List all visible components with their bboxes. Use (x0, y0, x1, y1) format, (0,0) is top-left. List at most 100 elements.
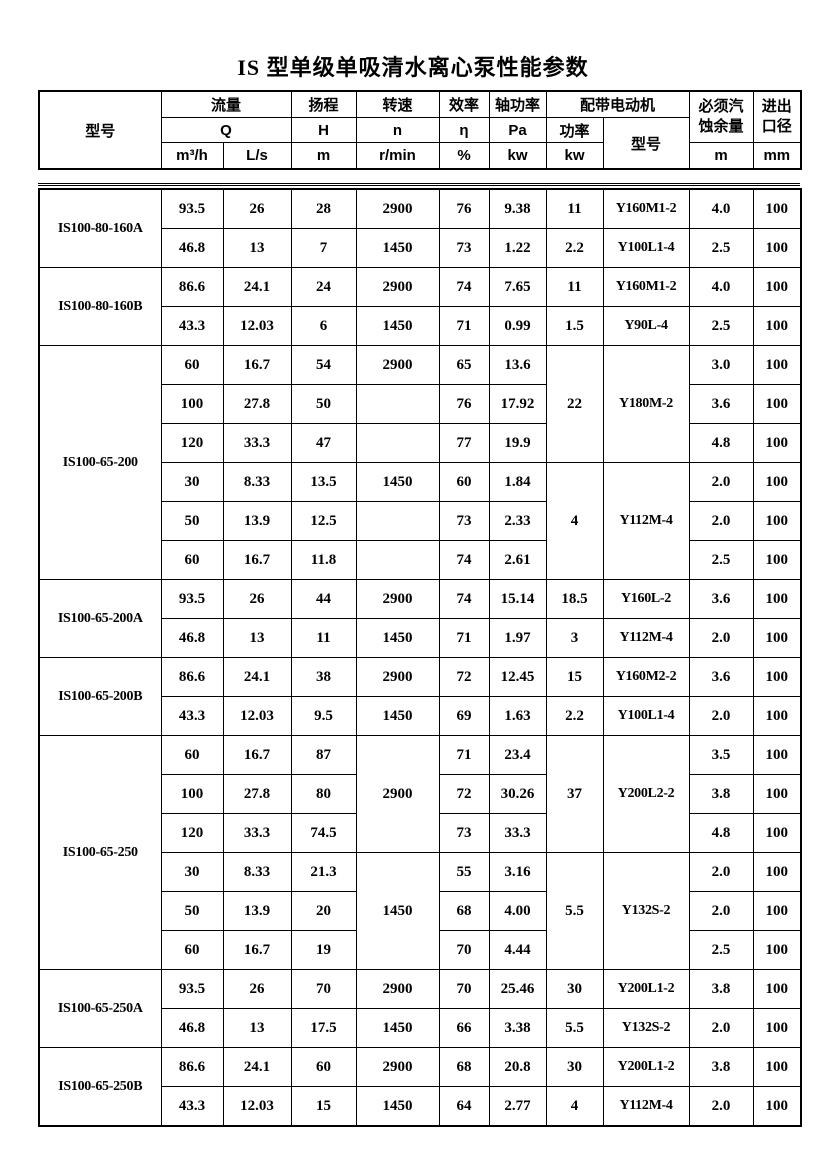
head-cell: 21.3 (290, 852, 357, 892)
header-speed: 转速 (355, 90, 440, 118)
diameter-cell: 100 (752, 540, 802, 580)
header-npsh: 必须汽 蚀余量 (688, 90, 754, 143)
flow-m3h-cell: 86.6 (160, 657, 224, 697)
motor-power-cell: 37 (545, 735, 604, 853)
efficiency-cell: 76 (438, 384, 490, 424)
head-cell: 9.5 (290, 696, 357, 736)
pump-model-cell: IS100-65-200 (38, 345, 162, 580)
flow-ls-cell: 27.8 (222, 774, 292, 814)
head-cell: 6 (290, 306, 357, 346)
motor-power-cell: 1.5 (545, 306, 604, 346)
flow-ls-cell: 13.9 (222, 891, 292, 931)
npsh-cell: 4.0 (688, 188, 754, 229)
efficiency-cell: 69 (438, 696, 490, 736)
speed-cell (355, 384, 440, 424)
diameter-cell: 100 (752, 696, 802, 736)
motor-model-cell: Y160M1-2 (602, 188, 690, 229)
motor-model-cell: Y112M-4 (602, 618, 690, 658)
npsh-cell: 2.0 (688, 852, 754, 892)
shaft-power-cell: 15.14 (488, 579, 547, 619)
motor-power-cell: 5.5 (545, 1008, 604, 1048)
diameter-cell: 100 (752, 813, 802, 853)
npsh-cell: 2.0 (688, 462, 754, 502)
efficiency-cell: 74 (438, 579, 490, 619)
speed-cell: 2900 (355, 1047, 440, 1087)
flow-ls-cell: 16.7 (222, 930, 292, 970)
table-row: IS100-65-200 60 16.7 54 2900 65 13.6 22 Y180M-2 3… (38, 345, 802, 580)
speed-cell: 2900 (355, 579, 440, 619)
flow-m3h-cell: 120 (160, 423, 224, 463)
head-cell: 70 (290, 969, 357, 1009)
diameter-cell: 100 (752, 618, 802, 658)
flow-ls-cell: 16.7 (222, 345, 292, 385)
efficiency-cell: 55 (438, 852, 490, 892)
npsh-cell: 2.5 (688, 306, 754, 346)
shaft-power-cell: 33.3 (488, 813, 547, 853)
efficiency-cell: 72 (438, 774, 490, 814)
diameter-cell: 100 (752, 1086, 802, 1127)
header-shaft-power-unit: kw (488, 142, 547, 170)
motor-model-cell: Y180M-2 (602, 345, 690, 463)
efficiency-cell: 68 (438, 891, 490, 931)
shaft-power-cell: 4.44 (488, 930, 547, 970)
efficiency-cell: 77 (438, 423, 490, 463)
speed-cell: 1450 (355, 1008, 440, 1048)
header-speed-symbol: n (355, 117, 440, 143)
npsh-cell: 4.0 (688, 267, 754, 307)
diameter-cell: 100 (752, 306, 802, 346)
shaft-power-cell: 9.38 (488, 188, 547, 229)
motor-power-cell: 30 (545, 969, 604, 1009)
efficiency-cell: 65 (438, 345, 490, 385)
npsh-cell: 4.8 (688, 423, 754, 463)
motor-power-cell: 4 (545, 462, 604, 580)
speed-cell: 2900 (355, 657, 440, 697)
efficiency-cell: 72 (438, 657, 490, 697)
flow-m3h-cell: 93.5 (160, 188, 224, 229)
shaft-power-cell: 1.63 (488, 696, 547, 736)
pump-model-cell: IS100-65-200B (38, 657, 162, 736)
header-efficiency-symbol: η (438, 117, 490, 143)
diameter-cell: 100 (752, 579, 802, 619)
shaft-power-cell: 17.92 (488, 384, 547, 424)
header-table: 型号 流量 扬程 转速 效率 轴功率 配带电动机 必须汽 蚀余量 进出 口径 Q… (38, 90, 803, 170)
motor-power-cell: 11 (545, 188, 604, 229)
head-cell: 50 (290, 384, 357, 424)
efficiency-cell: 70 (438, 969, 490, 1009)
flow-ls-cell: 13 (222, 1008, 292, 1048)
table-row: IS100-65-250A 93.5 26 70 2900 70 25.46 30 Y200L1… (38, 969, 802, 1048)
table-row: IS100-65-200B 86.6 24.1 38 2900 72 12.45 15 Y160… (38, 657, 802, 736)
efficiency-cell: 74 (438, 267, 490, 307)
header-head-symbol: H (290, 117, 357, 143)
flow-ls-cell: 24.1 (222, 1047, 292, 1087)
npsh-cell: 3.6 (688, 384, 754, 424)
header-row-2: Q H n η Pa 功率 型号 (39, 117, 801, 170)
flow-m3h-cell: 50 (160, 891, 224, 931)
flow-m3h-cell: 86.6 (160, 267, 224, 307)
table-row: 43.3 12.03 9.5 1450 69 1.63 2.2 Y100L1-4 2.0 100 (39, 696, 802, 736)
table-row: 46.8 13 17.5 1450 66 3.38 5.5 Y132S-2 2.0 100 (39, 1008, 802, 1048)
flow-ls-cell: 27.8 (222, 384, 292, 424)
flow-ls-cell: 8.33 (222, 462, 292, 502)
motor-model-cell: Y112M-4 (602, 1086, 690, 1127)
head-cell: 74.5 (290, 813, 357, 853)
motor-power-cell: 4 (545, 1086, 604, 1127)
table-row: 120 33.3 47 77 19.9 4.8 100 (39, 423, 802, 463)
npsh-cell: 2.0 (688, 501, 754, 541)
efficiency-cell: 76 (438, 188, 490, 229)
flow-ls-cell: 13.9 (222, 501, 292, 541)
speed-cell: 2900 (355, 969, 440, 1009)
efficiency-cell: 70 (438, 930, 490, 970)
shaft-power-cell: 2.77 (488, 1086, 547, 1127)
diameter-cell: 100 (752, 930, 802, 970)
shaft-power-cell: 20.8 (488, 1047, 547, 1087)
header-diameter-line1: 进出 (761, 97, 792, 115)
header-speed-unit: r/min (355, 142, 440, 170)
npsh-cell: 3.6 (688, 657, 754, 697)
diameter-cell: 100 (752, 384, 802, 424)
pump-model-cell: IS100-80-160B (38, 267, 162, 346)
table-row: 43.3 12.03 15 1450 64 2.77 4 Y112M-4 2.0 100 (39, 1086, 802, 1127)
motor-power-cell: 11 (545, 267, 604, 307)
npsh-cell: 2.0 (688, 618, 754, 658)
motor-model-cell: Y160M1-2 (602, 267, 690, 307)
head-cell: 24 (290, 267, 357, 307)
